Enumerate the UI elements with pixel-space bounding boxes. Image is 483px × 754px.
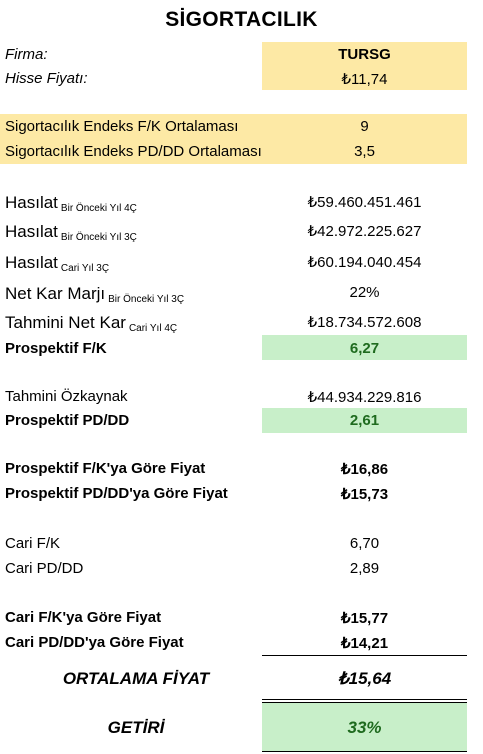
prospektif-fk-label: Prospektif F/K — [5, 340, 107, 357]
hisse-fiyati-value: ₺11,74 — [341, 71, 388, 88]
cari-pddd-fiyat-label: Cari PD/DD'ya Göre Fiyat — [5, 634, 184, 651]
net-kar-marji-value: 22% — [349, 284, 380, 301]
cari-fk-fiyat-label: Cari F/K'ya Göre Fiyat — [5, 609, 162, 626]
endeks-fk-value: 9 — [360, 118, 369, 135]
hasilat-row-2-value: ₺42.972.225.627 — [307, 223, 422, 240]
cari-pddd-value: 2,89 — [349, 560, 380, 577]
cari-fk-label: Cari F/K — [5, 535, 61, 552]
getiri-value: 33% — [347, 718, 382, 737]
ortalama-top-border — [262, 655, 467, 656]
firma-value-cell[interactable] — [262, 42, 467, 90]
endeks-fk-label-cell — [0, 114, 262, 164]
hasilat-row-1-label: Hasılat Bir Önceki Yıl 4Ç — [5, 193, 137, 214]
prospektif-pddd-fiyat-value: ₺15,73 — [340, 486, 389, 503]
tahmini-ozkaynak-label: Tahmini Özkaynak — [5, 388, 128, 405]
tahmini-net-kar-value: ₺18.734.572.608 — [307, 314, 422, 331]
endeks-pddd-label: Sigortacılık Endeks PD/DD Ortalaması — [5, 143, 262, 160]
prospektif-fk-fiyat-label: Prospektif F/K'ya Göre Fiyat — [5, 460, 206, 477]
prospektif-pddd-cell[interactable] — [262, 408, 467, 433]
tahmini-ozkaynak-value: ₺44.934.229.816 — [307, 389, 422, 406]
cari-fk-value: 6,70 — [349, 535, 380, 552]
getiri-cell[interactable] — [262, 703, 467, 751]
getiri-bottom-border — [262, 751, 467, 752]
ortalama-fiyat-label: ORTALAMA FİYAT — [62, 669, 210, 688]
endeks-pddd-value: 3,5 — [354, 143, 375, 160]
hasilat-row-3-value: ₺60.194.040.454 — [307, 254, 422, 271]
endeks-fk-label: Sigortacılık Endeks F/K Ortalaması — [5, 118, 239, 135]
prospektif-pddd-value: 2,61 — [349, 412, 380, 429]
endeks-value-cell[interactable] — [262, 114, 467, 164]
cari-fk-fiyat-value: ₺15,77 — [340, 610, 389, 627]
prospektif-fk-cell[interactable] — [262, 335, 467, 360]
hasilat-row-3-label: Hasılat Cari Yıl 3Ç — [5, 253, 110, 274]
prospektif-fk-value: 6,27 — [349, 340, 380, 357]
prospektif-pddd-fiyat-label: Prospektif PD/DD'ya Göre Fiyat — [5, 485, 228, 502]
firma-value: TURSG — [338, 46, 391, 63]
ortalama-bottom-border — [262, 699, 467, 700]
getiri-label: GETİRİ — [107, 718, 165, 737]
getiri-top-border — [262, 702, 467, 703]
firma-label: Firma: — [5, 46, 48, 63]
sheet-title: SİGORTACILIK — [165, 8, 318, 31]
hasilat-row-1-value: ₺59.460.451.461 — [307, 194, 422, 211]
prospektif-pddd-label: Prospektif PD/DD — [5, 412, 130, 429]
hasilat-row-2-label: Hasılat Bir Önceki Yıl 3Ç — [5, 222, 137, 243]
cari-pddd-label: Cari PD/DD — [5, 560, 84, 577]
net-kar-marji-label: Net Kar Marjı Bir Önceki Yıl 3Ç — [5, 284, 185, 305]
cari-pddd-fiyat-value: ₺14,21 — [340, 635, 389, 652]
prospektif-fk-fiyat-value: ₺16,86 — [340, 461, 389, 478]
tahmini-net-kar-label: Tahmini Net Kar Cari Yıl 4Ç — [5, 313, 178, 334]
ortalama-fiyat-value: ₺15,64 — [337, 669, 392, 688]
hisse-fiyati-label: Hisse Fiyatı: — [5, 70, 88, 87]
